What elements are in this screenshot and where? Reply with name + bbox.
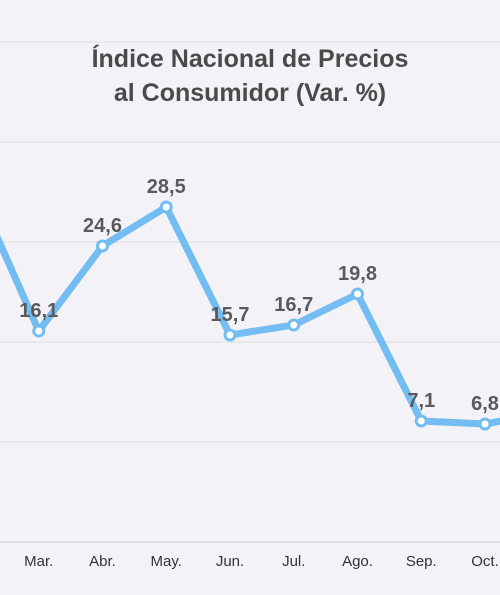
chart-title-line-2: al Consumidor (Var. %) xyxy=(113,79,387,107)
data-point xyxy=(287,318,301,332)
data-label: 16,7 xyxy=(274,294,313,316)
data-point xyxy=(478,417,492,431)
data-label: 15,7 xyxy=(211,304,250,326)
series-line xyxy=(0,203,500,428)
data-label: 24,6 xyxy=(83,215,122,237)
x-tick-label: Sep. xyxy=(406,553,437,570)
data-label: 19,8 xyxy=(338,263,377,285)
chart-title-line-1: Índice Nacional de Precios xyxy=(91,45,409,73)
data-label: 28,5 xyxy=(147,176,186,198)
chart-title: Índice Nacional de Precios al Consumidor… xyxy=(0,42,500,110)
x-tick-label: Abr. xyxy=(89,553,116,570)
data-label: 6,8 xyxy=(471,393,499,415)
data-label: 16,1 xyxy=(19,300,58,322)
x-tick-label: Jul. xyxy=(282,553,305,570)
data-point xyxy=(159,200,173,214)
data-point xyxy=(32,324,46,338)
x-tick-label: Oct. xyxy=(471,553,499,570)
data-point xyxy=(96,239,109,253)
data-point xyxy=(223,328,237,342)
data-point xyxy=(414,414,428,428)
x-tick-label: Ago. xyxy=(342,553,373,570)
x-tick-label: Jun. xyxy=(216,553,244,570)
data-label: 7,1 xyxy=(407,390,435,412)
x-tick-label: Mar. xyxy=(24,553,53,570)
data-point xyxy=(351,287,364,301)
x-tick-label: May. xyxy=(151,553,182,570)
